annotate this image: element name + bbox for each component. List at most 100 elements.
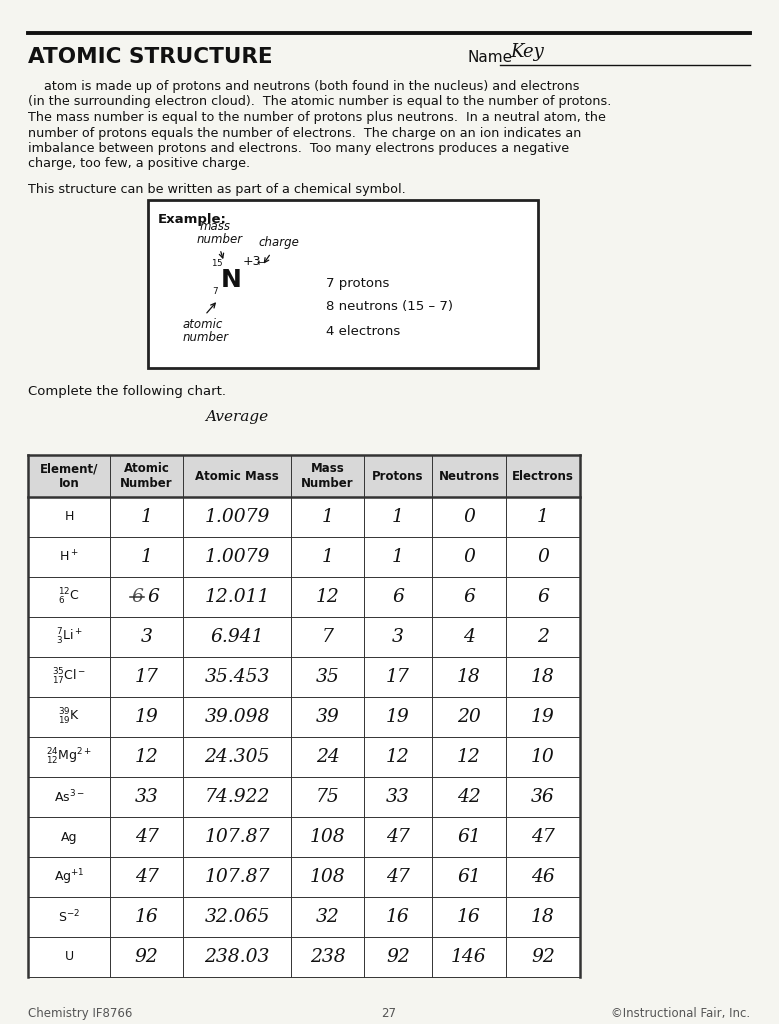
Text: 19: 19: [386, 708, 410, 726]
Text: number: number: [197, 233, 243, 246]
Text: 1: 1: [140, 548, 153, 566]
Text: charge: charge: [258, 236, 299, 249]
FancyBboxPatch shape: [148, 200, 538, 368]
Text: 0: 0: [537, 548, 549, 566]
Text: N: N: [221, 268, 241, 292]
Text: Complete the following chart.: Complete the following chart.: [28, 385, 226, 398]
Text: 0: 0: [463, 508, 475, 526]
Text: 32.065: 32.065: [204, 908, 270, 926]
Text: 35: 35: [315, 668, 340, 686]
Text: Element/
Ion: Element/ Ion: [40, 462, 98, 490]
Text: 3: 3: [392, 628, 404, 646]
Text: $^{15}$: $^{15}$: [211, 259, 224, 272]
Text: 6: 6: [463, 588, 475, 606]
Text: 35.453: 35.453: [204, 668, 270, 686]
Text: 75: 75: [315, 788, 340, 806]
Text: 6: 6: [132, 588, 143, 606]
Text: 12: 12: [315, 588, 340, 606]
Text: 0: 0: [463, 548, 475, 566]
Text: 19: 19: [531, 708, 555, 726]
Text: 8 neutrons (15 – 7): 8 neutrons (15 – 7): [326, 300, 453, 313]
Text: 16: 16: [386, 908, 410, 926]
Text: 19: 19: [135, 708, 158, 726]
Text: 1: 1: [322, 508, 333, 526]
Text: 27: 27: [382, 1007, 397, 1020]
Text: 47: 47: [386, 828, 410, 846]
Text: 46: 46: [531, 868, 555, 886]
Text: Neutrons: Neutrons: [439, 469, 499, 482]
Text: 16: 16: [457, 908, 481, 926]
Text: 92: 92: [531, 948, 555, 966]
Text: 6.941: 6.941: [210, 628, 264, 646]
Text: (in the surrounding electron cloud).  The atomic number is equal to the number o: (in the surrounding electron cloud). The…: [28, 95, 612, 109]
Text: Chemistry IF8766: Chemistry IF8766: [28, 1007, 132, 1020]
Text: 33: 33: [135, 788, 158, 806]
Text: +3: +3: [243, 255, 262, 268]
Text: H: H: [65, 511, 74, 523]
Text: 12: 12: [386, 748, 410, 766]
Text: 6: 6: [537, 588, 549, 606]
Text: S$^{-2}$: S$^{-2}$: [58, 908, 80, 926]
Text: atom is made up of protons and neutrons (both found in the nucleus) and electron: atom is made up of protons and neutrons …: [28, 80, 580, 93]
Text: 108: 108: [310, 868, 345, 886]
Text: Ag$^{+1}$: Ag$^{+1}$: [54, 867, 84, 887]
Text: 146: 146: [451, 948, 487, 966]
Text: $_7$: $_7$: [212, 284, 219, 297]
Text: 1: 1: [140, 508, 153, 526]
Text: 7 protons: 7 protons: [326, 278, 390, 290]
Text: 33: 33: [386, 788, 410, 806]
Text: U: U: [65, 950, 73, 964]
Text: 4: 4: [463, 628, 475, 646]
Text: Protons: Protons: [372, 469, 424, 482]
Text: 61: 61: [457, 828, 481, 846]
Text: 107.87: 107.87: [204, 828, 270, 846]
Text: 18: 18: [457, 668, 481, 686]
Text: 47: 47: [135, 828, 158, 846]
Text: Atomic Mass: Atomic Mass: [195, 469, 279, 482]
Text: imbalance between protons and electrons.  Too many electrons produces a negative: imbalance between protons and electrons.…: [28, 142, 569, 155]
Text: ©Instructional Fair, Inc.: ©Instructional Fair, Inc.: [611, 1007, 750, 1020]
Text: 238: 238: [310, 948, 345, 966]
Text: 3: 3: [140, 628, 153, 646]
Text: Example:: Example:: [158, 213, 227, 226]
Text: $^{12}_{6}$C: $^{12}_{6}$C: [58, 587, 80, 607]
Text: As$^{3-}$: As$^{3-}$: [54, 788, 84, 805]
Text: $^{35}_{17}$Cl$^-$: $^{35}_{17}$Cl$^-$: [52, 667, 86, 687]
Text: 1: 1: [392, 508, 404, 526]
Text: H$^+$: H$^+$: [59, 549, 79, 564]
Text: Electrons: Electrons: [512, 469, 574, 482]
Text: 4 electrons: 4 electrons: [326, 325, 400, 338]
Text: 12.011: 12.011: [204, 588, 270, 606]
Text: 92: 92: [386, 948, 410, 966]
Text: 6: 6: [392, 588, 404, 606]
Bar: [111, 578, 182, 616]
Text: Key: Key: [510, 43, 544, 61]
Text: 7: 7: [322, 628, 333, 646]
Text: ←: ←: [257, 258, 265, 268]
Text: 42: 42: [457, 788, 481, 806]
Text: 17: 17: [135, 668, 158, 686]
Text: 24.305: 24.305: [204, 748, 270, 766]
Text: Mass
Number: Mass Number: [301, 462, 354, 490]
Text: number: number: [183, 331, 229, 344]
Text: 107.87: 107.87: [204, 868, 270, 886]
Bar: [28, 455, 580, 977]
Text: 17: 17: [386, 668, 410, 686]
Text: $^{24}_{12}$Mg$^{2+}$: $^{24}_{12}$Mg$^{2+}$: [46, 746, 92, 767]
Text: 47: 47: [386, 868, 410, 886]
Text: 24: 24: [315, 748, 340, 766]
Text: 12: 12: [135, 748, 158, 766]
Text: 1: 1: [322, 548, 333, 566]
Text: mass: mass: [200, 220, 231, 233]
Text: $^{39}_{19}$K: $^{39}_{19}$K: [58, 707, 80, 727]
Text: 47: 47: [135, 868, 158, 886]
Text: 18: 18: [531, 908, 555, 926]
Text: 47: 47: [531, 828, 555, 846]
Text: Ag: Ag: [61, 830, 77, 844]
Text: ATOMIC STRUCTURE: ATOMIC STRUCTURE: [28, 47, 273, 67]
Text: 20: 20: [457, 708, 481, 726]
Text: 6: 6: [147, 588, 160, 606]
Text: 12: 12: [457, 748, 481, 766]
Text: charge, too few, a positive charge.: charge, too few, a positive charge.: [28, 158, 250, 171]
Text: Atomic
Number: Atomic Number: [120, 462, 173, 490]
